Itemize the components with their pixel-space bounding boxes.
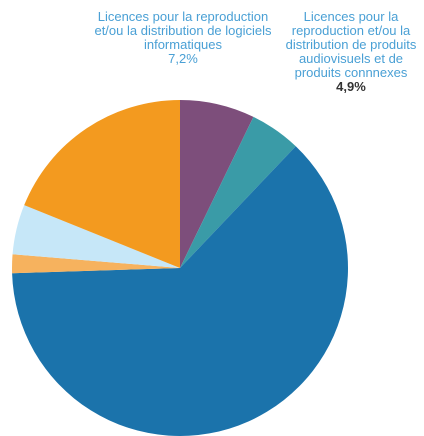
- pie-slice: [180, 116, 296, 268]
- category-label: Licences pour la reproduction et/ou la d…: [285, 9, 417, 80]
- pie-slice: [12, 146, 348, 436]
- value-label: 4,9%: [336, 79, 366, 94]
- pie-slice: [12, 254, 181, 274]
- pie-slice: [24, 100, 181, 268]
- slice-label: Licences pour la reproduction et/ou la d…: [90, 10, 276, 66]
- value-label: 7,2%: [168, 51, 198, 66]
- pie-slice: [12, 205, 181, 268]
- slice-label: Licences pour la reproduction et/ou la d…: [280, 10, 422, 94]
- category-label: Licences pour la reproduction et/ou la d…: [94, 9, 272, 52]
- pie-slice: [180, 100, 254, 268]
